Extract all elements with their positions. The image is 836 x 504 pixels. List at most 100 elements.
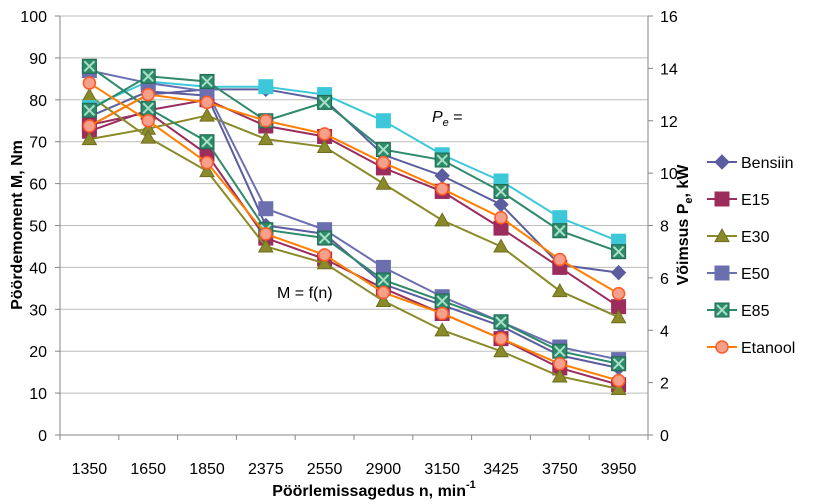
torque-point-etanool bbox=[554, 358, 566, 370]
power-point-etanool bbox=[83, 120, 95, 132]
torque-point-etanool bbox=[319, 249, 331, 261]
legend-item-bensiin: Bensiin bbox=[707, 155, 793, 172]
power-point-e85 bbox=[141, 69, 155, 83]
y2-axis-title: Võimsus Pe, kW bbox=[675, 164, 695, 286]
torque-point-e85 bbox=[553, 344, 567, 358]
power-point-e30 bbox=[376, 177, 390, 190]
y-tick-label: 70 bbox=[29, 135, 47, 152]
legend-marker bbox=[715, 155, 729, 169]
x-tick-label: 3150 bbox=[424, 461, 460, 478]
legend-label: E85 bbox=[741, 303, 770, 320]
power-point-bensiin bbox=[435, 169, 449, 183]
power-point-e30 bbox=[200, 109, 214, 122]
power-point-etanool bbox=[613, 288, 625, 300]
power-point-e50 bbox=[259, 80, 273, 94]
legend-item-e15: E15 bbox=[707, 192, 770, 209]
torque-line-e50 bbox=[89, 70, 618, 359]
torque-point-e30 bbox=[82, 89, 96, 102]
x-tick-label: 1850 bbox=[189, 461, 225, 478]
power-annotation-main: P bbox=[432, 109, 443, 126]
torque-point-e85 bbox=[494, 315, 508, 329]
x-axis-title-sup: -1 bbox=[466, 479, 476, 491]
power-point-etanool bbox=[377, 157, 389, 169]
legend-item-e85: E85 bbox=[707, 303, 770, 320]
torque-point-e85 bbox=[318, 231, 332, 245]
x-axis-title-text: Pöörlemissagedus n, min bbox=[272, 483, 466, 500]
y-axis-title: Pöördemoment M, Nm bbox=[9, 140, 26, 310]
legend-label: E30 bbox=[741, 229, 770, 246]
x-tick-label: 2900 bbox=[366, 461, 402, 478]
y-tick-label: 10 bbox=[29, 386, 47, 403]
power-point-e85 bbox=[494, 184, 508, 198]
x-tick-label: 3750 bbox=[542, 461, 578, 478]
legend-label: E50 bbox=[741, 266, 770, 283]
power-point-e85 bbox=[612, 245, 626, 259]
legend: Bensiin E15 E30 E50 E85 Etanool bbox=[707, 155, 795, 357]
torque-point-etanool bbox=[260, 228, 272, 240]
x-tick-label: 3950 bbox=[601, 461, 637, 478]
power-annotation: Pe = bbox=[432, 109, 463, 129]
x-tick-label: 2375 bbox=[248, 461, 284, 478]
power-point-e85 bbox=[376, 143, 390, 157]
power-point-etanool bbox=[142, 89, 154, 101]
legend-label: E15 bbox=[741, 192, 770, 209]
y-tick-label: 100 bbox=[20, 9, 47, 26]
power-point-e50 bbox=[376, 114, 390, 128]
torque-point-etanool bbox=[495, 333, 507, 345]
power-point-e30 bbox=[259, 132, 273, 145]
power-point-e85 bbox=[200, 74, 214, 88]
power-point-etanool bbox=[554, 254, 566, 266]
torque-point-etanool bbox=[201, 157, 213, 169]
power-point-etanool bbox=[201, 96, 213, 108]
legend-marker bbox=[716, 341, 728, 353]
x-axis-title: Pöörlemissagedus n, min-1 bbox=[272, 479, 476, 500]
power-point-e30 bbox=[553, 284, 567, 297]
y2-tick-label: 4 bbox=[660, 323, 669, 340]
power-point-etanool bbox=[436, 183, 448, 195]
power-point-etanool bbox=[495, 212, 507, 224]
power-point-etanool bbox=[319, 128, 331, 140]
x-tick-label: 3425 bbox=[483, 461, 519, 478]
power-point-e85 bbox=[553, 224, 567, 238]
y2-tick-label: 16 bbox=[660, 9, 678, 26]
power-point-e50 bbox=[553, 211, 567, 225]
y2-tick-label: 14 bbox=[660, 61, 678, 78]
power-point-etanool bbox=[260, 115, 272, 127]
y-tick-label: 80 bbox=[29, 93, 47, 110]
torque-point-etanool bbox=[613, 375, 625, 387]
y2-axis-title-main: Võimsus P bbox=[675, 203, 692, 285]
torque-point-e50 bbox=[376, 260, 390, 274]
torque-point-e85 bbox=[82, 59, 96, 73]
y2-tick-label: 8 bbox=[660, 219, 669, 236]
y2-axis-title-unit: , kW bbox=[675, 164, 692, 198]
torque-point-e85 bbox=[435, 294, 449, 308]
legend-item-e30: E30 bbox=[707, 229, 770, 246]
torque-point-e85 bbox=[200, 135, 214, 149]
legend-marker bbox=[715, 266, 729, 280]
legend-item-e50: E50 bbox=[707, 266, 770, 283]
torque-point-e50 bbox=[259, 202, 273, 216]
power-point-e30 bbox=[494, 239, 508, 252]
plot-area bbox=[82, 59, 625, 394]
torque-point-etanool bbox=[83, 77, 95, 89]
x-tick-label: 1350 bbox=[72, 461, 108, 478]
y-tick-label: 60 bbox=[29, 177, 47, 194]
legend-label: Bensiin bbox=[741, 155, 793, 172]
torque-point-etanool bbox=[436, 307, 448, 319]
power-point-e85 bbox=[318, 95, 332, 109]
torque-point-e85 bbox=[141, 101, 155, 115]
y2-tick-label: 12 bbox=[660, 114, 678, 131]
y-tick-label: 40 bbox=[29, 260, 47, 277]
y2-tick-label: 2 bbox=[660, 376, 669, 393]
y-tick-label: 20 bbox=[29, 344, 47, 361]
power-point-e30 bbox=[435, 213, 449, 226]
torque-point-e30 bbox=[435, 323, 449, 336]
legend-marker bbox=[715, 192, 729, 206]
torque-line-bensiin bbox=[89, 91, 618, 368]
legend-label: Etanool bbox=[741, 340, 795, 357]
torque-point-e85 bbox=[612, 357, 626, 371]
y2-tick-label: 6 bbox=[660, 271, 669, 288]
y-tick-label: 30 bbox=[29, 302, 47, 319]
legend-item-etanool: Etanool bbox=[707, 340, 795, 357]
